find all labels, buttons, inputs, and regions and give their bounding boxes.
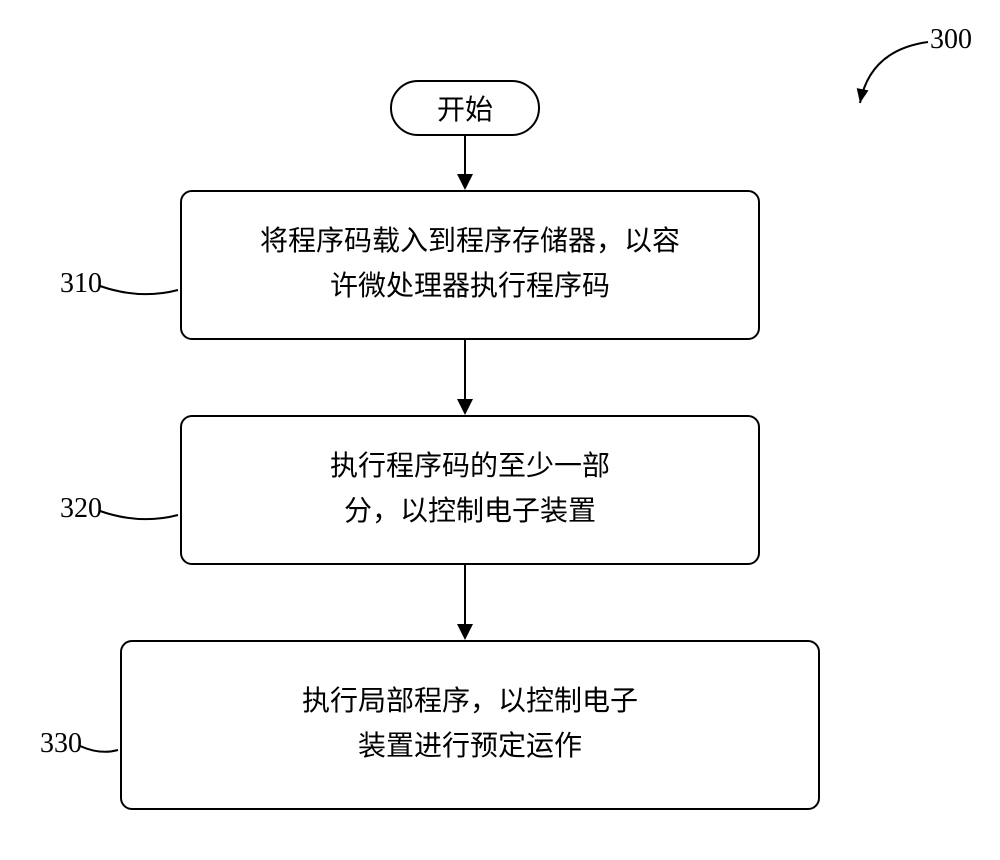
process-box-310: 将程序码载入到程序存储器，以容 许微处理器执行程序码 bbox=[180, 190, 760, 340]
figure-ref-number: 300 bbox=[930, 24, 972, 56]
process-text-320: 执行程序码的至少一部 分，以控制电子装置 bbox=[330, 445, 610, 535]
process-box-320: 执行程序码的至少一部 分，以控制电子装置 bbox=[180, 415, 760, 565]
start-label: 开始 bbox=[437, 88, 493, 128]
process-box-330: 执行局部程序，以控制电子 装置进行预定运作 bbox=[120, 640, 820, 810]
step-label-320: 320 bbox=[60, 493, 102, 525]
process-text-310: 将程序码载入到程序存储器，以容 许微处理器执行程序码 bbox=[260, 220, 680, 310]
start-terminator: 开始 bbox=[390, 80, 540, 136]
flowchart-canvas: 300 开始 将程序码载入到程序存储器，以容 许微处理器执行程序码 执行程序码的… bbox=[0, 0, 1000, 860]
step-label-310: 310 bbox=[60, 268, 102, 300]
process-text-330: 执行局部程序，以控制电子 装置进行预定运作 bbox=[302, 680, 638, 770]
step-label-330: 330 bbox=[40, 728, 82, 760]
